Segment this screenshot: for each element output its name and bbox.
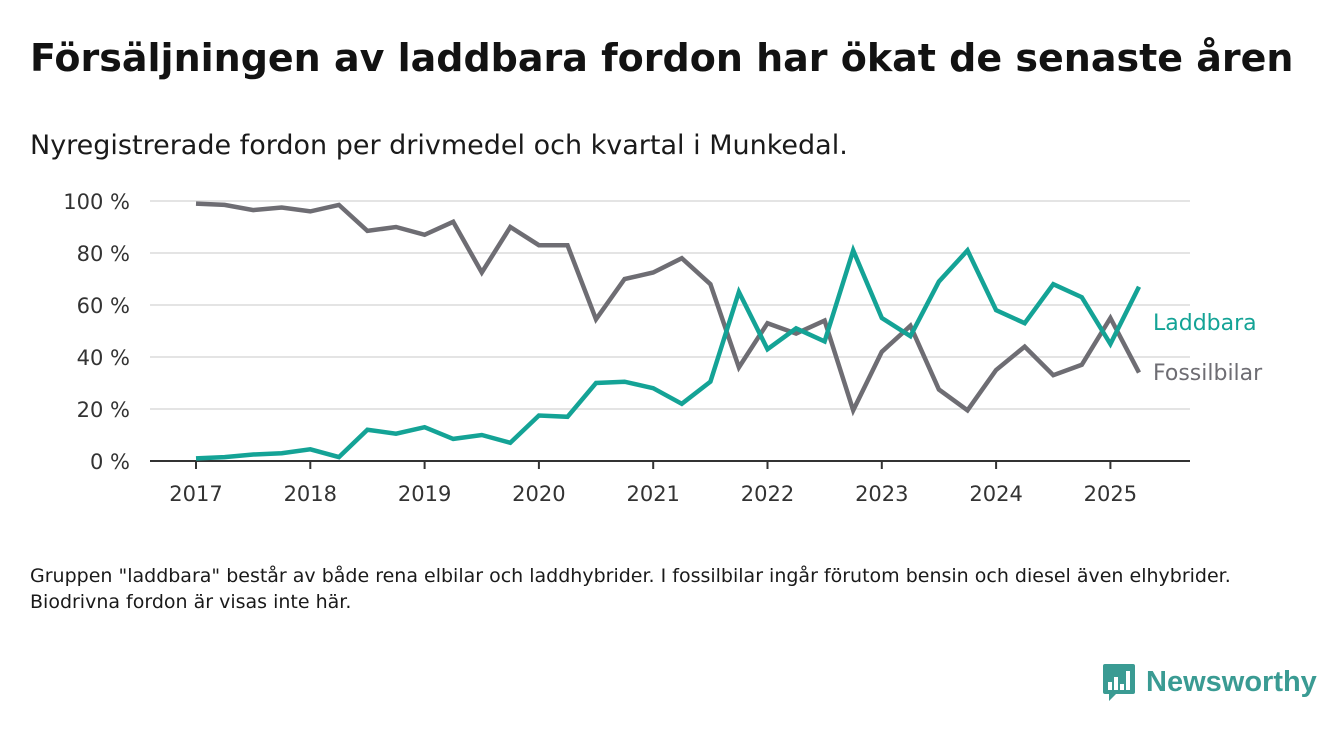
series-lines	[195, 201, 1142, 461]
page-title: Försäljningen av laddbara fordon har öka…	[30, 36, 1294, 80]
y-tick-label: 0 %	[90, 450, 130, 474]
gridlines	[150, 200, 1190, 410]
x-tick-label: 2023	[855, 482, 908, 506]
chart-subtitle: Nyregistrerade fordon per drivmedel och …	[30, 130, 848, 161]
x-tick-label: 2017	[169, 482, 222, 506]
series-line-laddbara	[195, 243, 1142, 461]
series-labels: Laddbara Fossilbilar	[1153, 311, 1263, 386]
newsworthy-logo-icon	[1103, 664, 1135, 701]
x-tick-label: 2021	[626, 482, 679, 506]
x-tick-label: 2020	[512, 482, 565, 506]
y-tick-label: 20 %	[77, 398, 130, 422]
series-label-fossilbilar: Fossilbilar	[1153, 361, 1263, 386]
y-tick-label: 40 %	[77, 346, 130, 370]
y-tick-label: 60 %	[77, 294, 130, 318]
x-tick-label: 2024	[969, 482, 1022, 506]
series-line-fossilbilar	[195, 201, 1141, 417]
brand-name: Newsworthy	[1146, 665, 1317, 698]
y-tick-label: 80 %	[77, 242, 130, 266]
x-tick-label: 2022	[741, 482, 794, 506]
x-tick-label: 2025	[1084, 482, 1137, 506]
series-label-laddbara: Laddbara	[1153, 311, 1257, 336]
x-tick-label: 2019	[398, 482, 451, 506]
x-tick-label: 2018	[284, 482, 337, 506]
x-axis-ticks: 2017 2018 2019 2020 2021 2022 2023 2024 2025	[150, 460, 1190, 506]
footnote: Gruppen "laddbara" består av både rena e…	[30, 565, 1231, 613]
line-chart: 0 % 20 % 40 % 60 % 80 % 100 % 2017 2018 2019 202…	[63, 190, 1263, 506]
y-tick-label: 100 %	[63, 190, 130, 214]
y-axis-ticks: 0 % 20 % 40 % 60 % 80 % 100 %	[63, 190, 130, 474]
brand-logo: Newsworthy	[1102, 662, 1317, 702]
